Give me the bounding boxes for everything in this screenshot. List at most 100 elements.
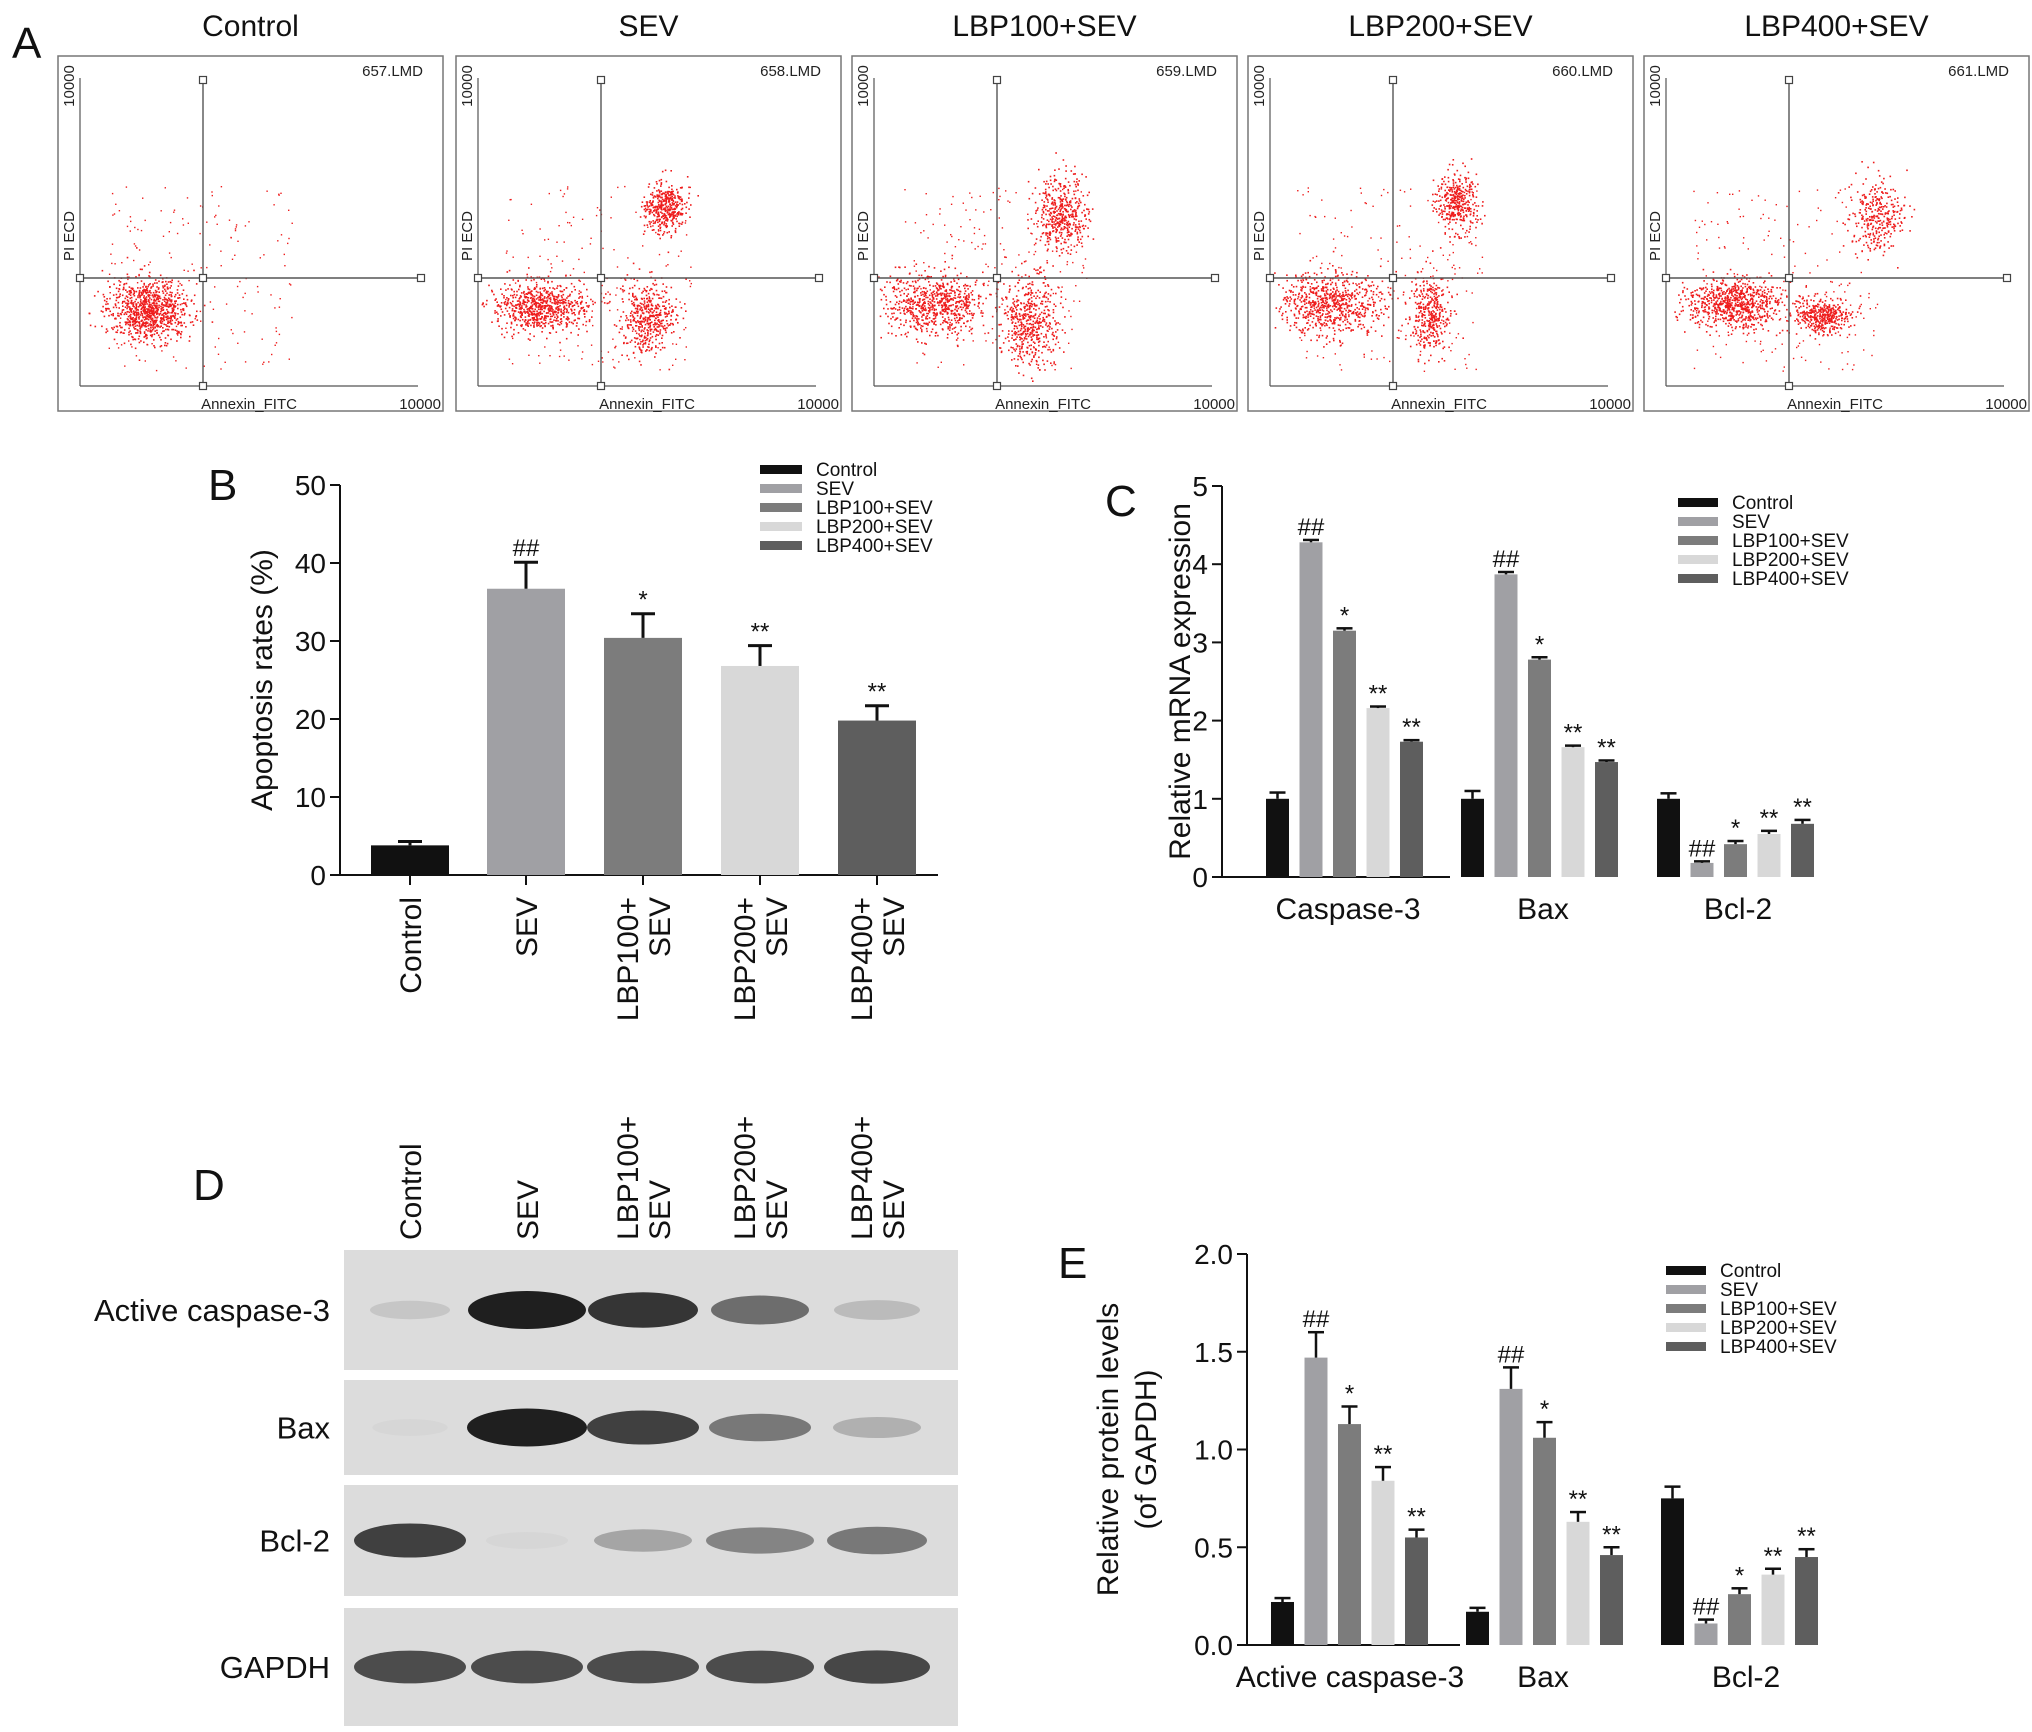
- flow-dot: [543, 307, 545, 309]
- flow-dot: [131, 308, 133, 310]
- flow-dot: [1037, 367, 1039, 369]
- flow-dot: [149, 261, 151, 263]
- flow-dot: [567, 300, 570, 302]
- flow-dot: [174, 312, 177, 315]
- flow-dot: [168, 294, 170, 296]
- flow-dot: [1030, 292, 1033, 294]
- flow-dot: [673, 197, 675, 199]
- flow-dot: [592, 303, 594, 306]
- flow-dot: [942, 275, 944, 278]
- flow-dot: [132, 321, 135, 323]
- flow-dot: [954, 313, 957, 316]
- flow-dot: [1075, 215, 1078, 217]
- flow-dot: [557, 320, 559, 322]
- flow-dot: [1319, 315, 1322, 317]
- flow-dot: [1054, 363, 1057, 366]
- flow-dot: [520, 296, 522, 298]
- flow-dot: [576, 322, 578, 324]
- flow-dot: [525, 296, 527, 298]
- flow-dot: [1316, 309, 1319, 311]
- flow-dot: [1063, 226, 1066, 228]
- flow-dot: [148, 299, 150, 301]
- flow-dot: [920, 307, 922, 310]
- flow-dot: [537, 324, 540, 327]
- flow-dot: [638, 305, 641, 307]
- flow-dot: [509, 316, 511, 318]
- flow-dot: [1015, 338, 1017, 340]
- flow-dot: [1042, 192, 1045, 194]
- flow-dot: [138, 335, 141, 338]
- flow-dot: [639, 323, 641, 325]
- flow-dot: [152, 319, 154, 321]
- flow-dot: [543, 278, 545, 280]
- flow-dot: [919, 301, 921, 303]
- flow-dot: [166, 317, 169, 320]
- flow-dot: [557, 294, 560, 296]
- flow-dot: [924, 322, 926, 325]
- flow-dot: [673, 203, 675, 206]
- flow-dot: [140, 291, 143, 294]
- flow-dot: [161, 350, 163, 352]
- flow-dot: [541, 312, 544, 315]
- flow-dot: [513, 305, 515, 308]
- flow-dot: [658, 324, 660, 326]
- flow-dot: [571, 310, 573, 312]
- flow-dot: [893, 287, 896, 289]
- flow-dot: [904, 313, 906, 315]
- flow-dot: [672, 203, 674, 205]
- flow-dot: [1041, 208, 1044, 211]
- flow-dot: [683, 328, 685, 331]
- flow-y-max: 10000: [459, 65, 476, 107]
- flow-dot: [973, 312, 975, 315]
- flow-dot: [288, 237, 290, 240]
- flow-dot: [163, 319, 165, 322]
- flow-dot: [663, 221, 666, 223]
- flow-dot: [946, 337, 949, 339]
- flow-dot: [1324, 286, 1326, 289]
- flow-dot: [126, 256, 129, 259]
- flow-dot: [220, 186, 223, 188]
- flow-dot: [655, 196, 657, 198]
- flow-dot: [1037, 269, 1039, 271]
- flow-dot: [151, 328, 154, 331]
- flow-dot: [893, 312, 895, 315]
- flow-dot: [1005, 296, 1008, 299]
- flow-dot: [136, 329, 139, 331]
- flow-dot: [663, 231, 666, 233]
- flow-dot: [650, 209, 652, 211]
- flow-dot: [178, 294, 181, 296]
- flow-dot: [950, 324, 953, 327]
- flow-dot: [609, 293, 611, 296]
- flow-dot: [137, 306, 140, 308]
- flow-dot: [167, 321, 170, 324]
- flow-dot: [935, 324, 937, 326]
- flow-dot: [653, 309, 655, 312]
- flow-dot: [144, 335, 147, 338]
- flow-dot: [486, 299, 488, 302]
- flow-dot: [652, 314, 655, 317]
- flow-dot: [153, 302, 156, 304]
- flow-dot: [1331, 300, 1334, 302]
- flow-dot: [590, 298, 592, 301]
- flow-dot: [983, 284, 985, 287]
- flow-dot: [565, 337, 568, 340]
- flow-dot: [1333, 301, 1335, 304]
- flow-dot: [582, 310, 585, 312]
- flow-dot: [1028, 311, 1031, 313]
- flow-dot: [126, 322, 128, 324]
- flow-dot: [658, 214, 660, 216]
- flow-dot: [1030, 294, 1032, 296]
- flow-dot: [592, 324, 594, 327]
- flow-dot: [1060, 242, 1062, 245]
- flow-dot: [163, 296, 166, 299]
- flow-dot: [646, 286, 649, 288]
- flow-dot: [1057, 237, 1060, 239]
- flow-dot: [1036, 322, 1039, 324]
- flow-dot: [968, 296, 970, 299]
- flow-dot: [1030, 302, 1033, 305]
- flow-dot: [640, 335, 643, 338]
- flow-dot: [93, 295, 96, 297]
- flow-dot: [1062, 206, 1064, 208]
- flow-dot: [628, 298, 630, 301]
- flow-dot: [124, 365, 126, 367]
